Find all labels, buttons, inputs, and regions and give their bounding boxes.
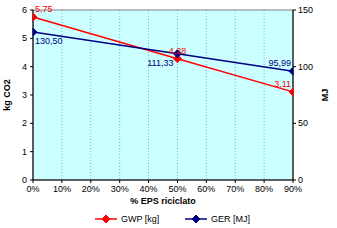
plot-frame [33,10,293,180]
y-tick-label: 5 [22,33,27,43]
y-tick-label: 1 [22,147,27,157]
x-tick-label: 10% [53,184,71,194]
y-tick [30,123,33,124]
legend-label: GWP [kg] [121,214,159,224]
y-tick-label: 6 [22,5,27,15]
grid-line [119,10,120,180]
x-tick [33,180,34,183]
legend-marker [192,215,200,223]
legend-marker [102,215,110,223]
x-tick [293,180,294,183]
x-tick-label: 0% [26,184,39,194]
x-tick-label: 90% [284,184,302,194]
y2-tick [293,10,296,11]
marks [33,13,294,96]
y-tick-label: 4 [22,62,27,72]
x-tick-label: 20% [82,184,100,194]
x-tick [148,180,149,183]
y-tick-label: 2 [22,118,27,128]
series-marker [289,88,294,96]
grid-line [264,10,265,180]
series-line [33,17,293,92]
data-label: 5,75 [35,4,53,14]
data-label: 111,33 [147,58,173,68]
x-tick-label: 30% [111,184,129,194]
grid-line [235,10,236,180]
y-tick [30,95,33,96]
plot-area [33,10,293,180]
x-tick-label: 70% [226,184,244,194]
legend-label: GER [MJ] [211,214,250,224]
x-tick [235,180,236,183]
grid-line [177,10,178,180]
y2-tick-label: 150 [298,5,313,15]
series-line [33,32,293,71]
y2-tick-label: 50 [298,118,308,128]
y2-tick [293,123,296,124]
y-axis-title: kg CO2 [2,79,12,111]
data-label: 130,50 [35,36,63,46]
x-axis [33,180,293,181]
x-tick [61,180,62,183]
x-tick-label: 80% [255,184,273,194]
data-label: 95,99 [268,58,291,68]
x-tick [177,180,178,183]
x-tick [90,180,91,183]
series-marker [289,67,294,75]
legend: GWP [kg] GER [MJ] [95,214,250,224]
y-tick [30,10,33,11]
data-label: 4,28 [169,46,187,56]
x-axis-title: % EPS riciclato [130,196,196,206]
x-tick-label: 50% [168,184,186,194]
y2-axis-title: MJ [320,89,330,102]
x-tick [264,180,265,183]
chart: 01234560501001500%10%20%30%40%50%60%70%8… [0,0,337,228]
series-marker [33,28,38,36]
x-tick [119,180,120,183]
x-tick [206,180,207,183]
grid-line [90,10,91,180]
y-tick-label: 3 [22,90,27,100]
y-tick [30,38,33,39]
y2-tick-label: 100 [298,62,313,72]
data-labels: 5,75 4,28 3,11 130,50 111,33 95,99 [35,4,291,89]
x-tick-label: 60% [197,184,215,194]
y-tick [30,66,33,67]
grid-line [148,10,149,180]
data-label: 3,11 [274,79,291,89]
grid-line [206,10,207,180]
x-tick-label: 40% [140,184,158,194]
series-marker [33,13,38,21]
y-tick [30,151,33,152]
